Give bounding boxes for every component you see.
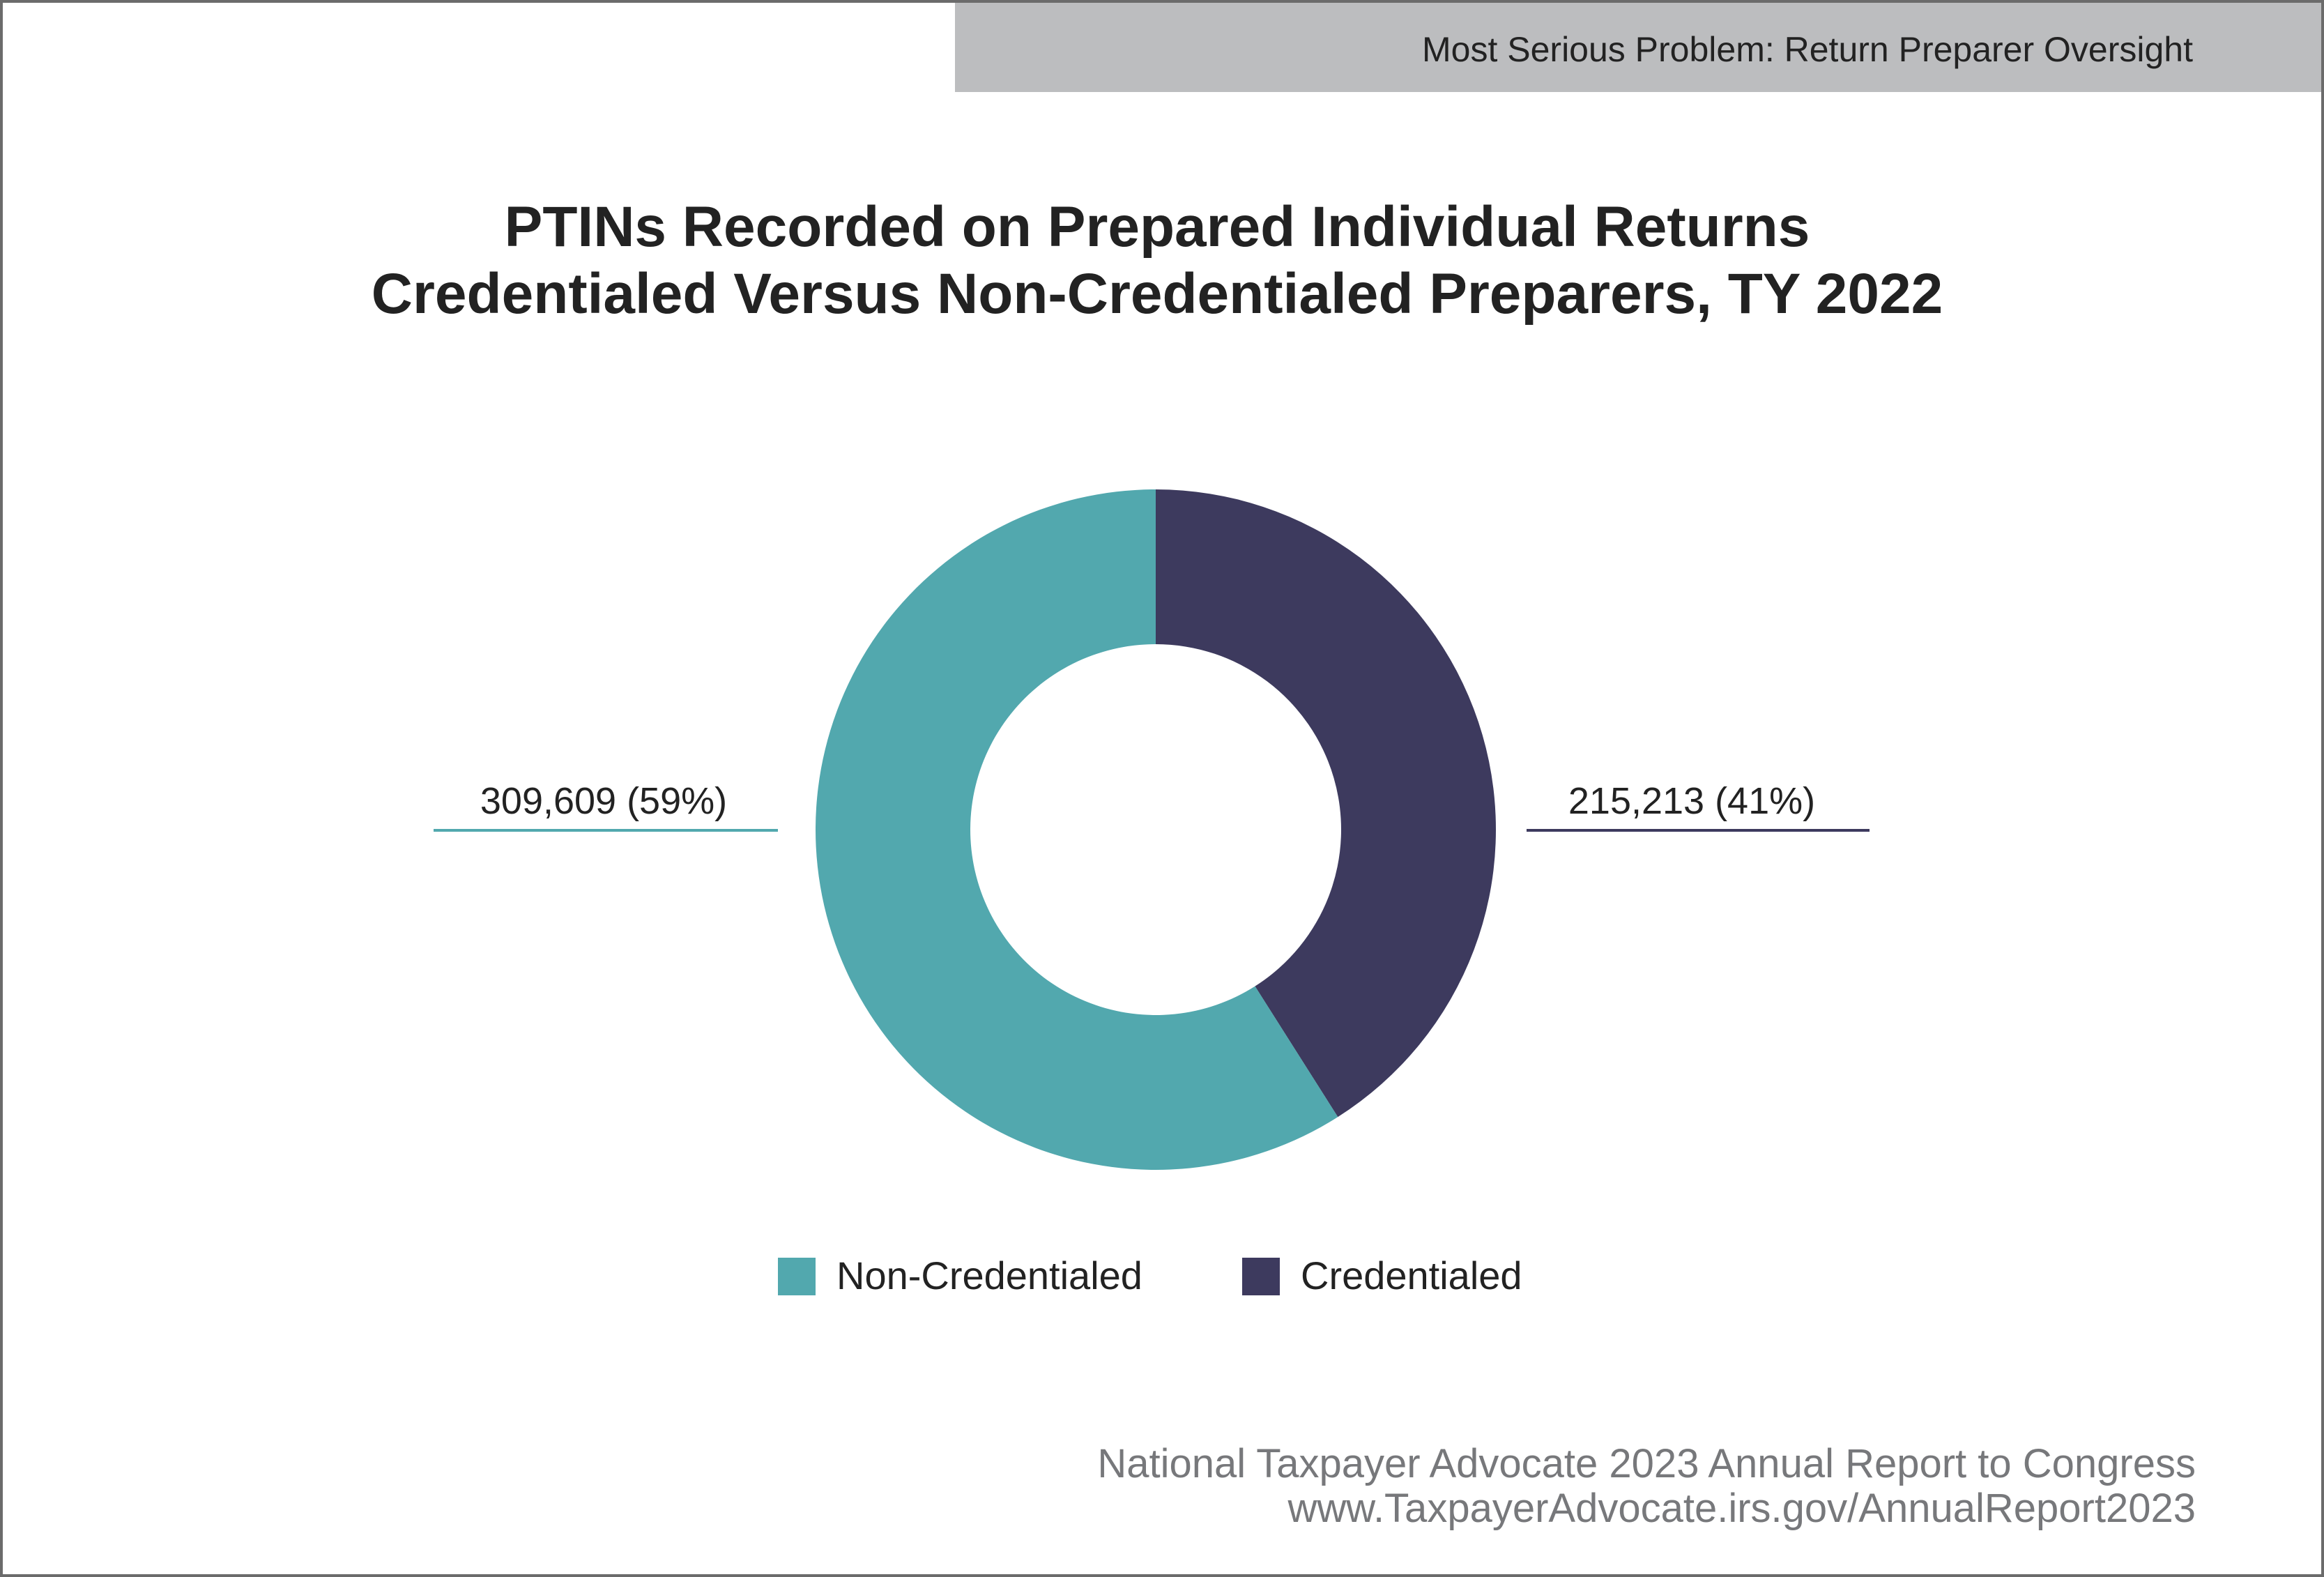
chart-title-line-1: PTINs Recorded on Prepared Individual Re… (504, 195, 1810, 259)
legend-swatch-credentialed (1242, 1258, 1280, 1295)
footer-report-title: National Taxpayer Advocate 2023 Annual R… (1097, 1441, 2196, 1486)
chart-title: PTINs Recorded on Prepared Individual Re… (0, 194, 2314, 328)
legend-swatch-non-credentialed (778, 1258, 816, 1295)
donut-slice-non-credentialed (816, 489, 1338, 1170)
banner-text: Most Serious Problem: Return Preparer Ov… (1422, 30, 2193, 69)
donut-slice-credentialed (1156, 489, 1496, 1118)
chart-legend: Non-Credentialed Credentialed (778, 1254, 1522, 1297)
donut-slices (816, 489, 1496, 1170)
footer: National Taxpayer Advocate 2023 Annual R… (1097, 1442, 2196, 1531)
legend-label-non-credentialed: Non-Credentialed (836, 1254, 1142, 1297)
footer-url: www.TaxpayerAdvocate.irs.gov/AnnualRepor… (1287, 1486, 2196, 1531)
credentialed-callout: 215,213 (41%) (1527, 780, 1870, 832)
non-credentialed-value-label: 309,609 (59%) (480, 780, 727, 822)
non-credentialed-callout: 309,609 (59%) (434, 780, 778, 832)
chart-title-line-2: Credentialed Versus Non-Credentialed Pre… (371, 262, 1943, 326)
credentialed-value-label: 215,213 (41%) (1568, 780, 1815, 822)
legend-label-credentialed: Credentialed (1301, 1254, 1522, 1297)
header-banner: Most Serious Problem: Return Preparer Ov… (955, 3, 2321, 92)
